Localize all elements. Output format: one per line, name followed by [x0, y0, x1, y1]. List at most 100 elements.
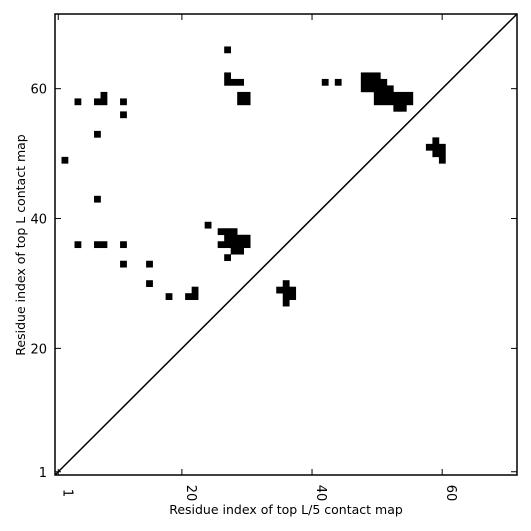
contact-cell — [399, 91, 407, 99]
contact-cell — [360, 78, 368, 86]
contact-cell — [120, 241, 127, 249]
contact-cell — [191, 286, 199, 294]
contact-cell — [360, 72, 368, 80]
contact-cell — [334, 78, 342, 86]
contact-cell — [282, 299, 290, 307]
x-axis-label: Residue index of top L/5 contact map — [169, 502, 403, 517]
contact-cell — [224, 46, 231, 54]
contact-cell — [425, 143, 433, 151]
contact-cell — [217, 241, 225, 249]
contact-cell — [386, 98, 394, 106]
contact-cell — [224, 241, 231, 249]
plot-frame — [54, 13, 518, 476]
x-tick-label: 60 — [443, 485, 458, 502]
contact-cell — [393, 91, 401, 99]
contact-cell — [230, 241, 238, 249]
contact-cell — [237, 247, 245, 255]
contact-cell — [237, 241, 245, 249]
contact-cell — [321, 78, 329, 86]
contact-cell — [399, 104, 407, 112]
contact-cell — [204, 221, 212, 229]
x-tick-label: 40 — [313, 485, 328, 502]
contact-cell — [276, 286, 284, 294]
contact-cell — [237, 91, 245, 99]
contact-cell — [438, 156, 446, 164]
contact-cell — [432, 143, 440, 151]
contact-cell — [120, 98, 127, 106]
y-tick-label: 60 — [30, 83, 47, 98]
contact-cell — [224, 78, 231, 86]
contact-cell — [224, 234, 231, 242]
axis-ticks: 1 20 40 60 1 20 40 60 — [30, 14, 517, 501]
diagonal-line — [54, 13, 518, 476]
x-tick-label: 20 — [183, 485, 198, 502]
contact-cell — [373, 85, 381, 93]
contact-cell — [289, 293, 297, 300]
contact-cell — [237, 98, 245, 106]
contact-cell — [230, 228, 238, 236]
x-tick-label: 1 — [59, 489, 74, 497]
contact-cell — [432, 150, 440, 158]
contact-cell — [224, 228, 231, 236]
contact-cell — [146, 280, 153, 287]
contact-cell — [367, 78, 375, 86]
contact-cell — [120, 260, 127, 268]
contact-cell — [100, 241, 108, 249]
contact-cell — [146, 260, 153, 268]
contact-cell — [243, 234, 251, 242]
contact-cell — [393, 104, 401, 112]
contact-cell — [406, 98, 414, 106]
contact-cell — [393, 98, 401, 106]
contact-cell — [243, 91, 251, 99]
contact-cell — [230, 78, 238, 86]
contact-cell — [289, 286, 297, 294]
contact-cell — [224, 254, 231, 262]
contact-cell — [380, 85, 388, 93]
contact-cell — [217, 228, 225, 236]
contact-cell — [380, 78, 388, 86]
contact-cell — [94, 241, 101, 249]
contact-cell — [191, 293, 199, 300]
contact-cell — [438, 150, 446, 158]
contact-cell — [237, 78, 245, 86]
contact-cell — [367, 72, 375, 80]
contact-cell — [94, 130, 101, 138]
contact-cell — [120, 111, 127, 119]
contact-cell — [61, 156, 69, 164]
contact-cell — [185, 293, 192, 300]
contact-cell — [282, 286, 290, 294]
contact-cell — [100, 98, 108, 106]
contact-cell — [438, 143, 446, 151]
contact-cell — [74, 98, 82, 106]
contact-cell — [237, 234, 245, 242]
y-tick-label: 20 — [30, 342, 47, 357]
contact-cell — [94, 98, 101, 106]
y-tick-label: 1 — [39, 466, 47, 481]
contact-cells — [61, 46, 446, 307]
contact-cell — [100, 91, 108, 99]
contact-cell — [373, 91, 381, 99]
contact-cell — [406, 91, 414, 99]
contact-cell — [373, 72, 381, 80]
contact-cell — [224, 72, 231, 80]
contact-cell — [373, 98, 381, 106]
contact-cell — [367, 85, 375, 93]
y-tick-label: 40 — [30, 213, 47, 228]
contact-cell — [165, 293, 173, 300]
contact-cell — [380, 98, 388, 106]
contact-cell — [243, 98, 251, 106]
contact-cell — [386, 91, 394, 99]
y-axis-label: Residue index of top L contact map — [13, 134, 28, 355]
contact-cell — [399, 98, 407, 106]
contact-cell — [373, 78, 381, 86]
contact-cell — [282, 293, 290, 300]
contact-cell — [74, 241, 82, 249]
contact-cell — [432, 137, 440, 145]
contact-cell — [360, 85, 368, 93]
contact-cell — [243, 241, 251, 249]
contact-cell — [386, 85, 394, 93]
contact-cell — [230, 234, 238, 242]
contact-cell — [230, 247, 238, 255]
contact-cell — [94, 195, 101, 203]
